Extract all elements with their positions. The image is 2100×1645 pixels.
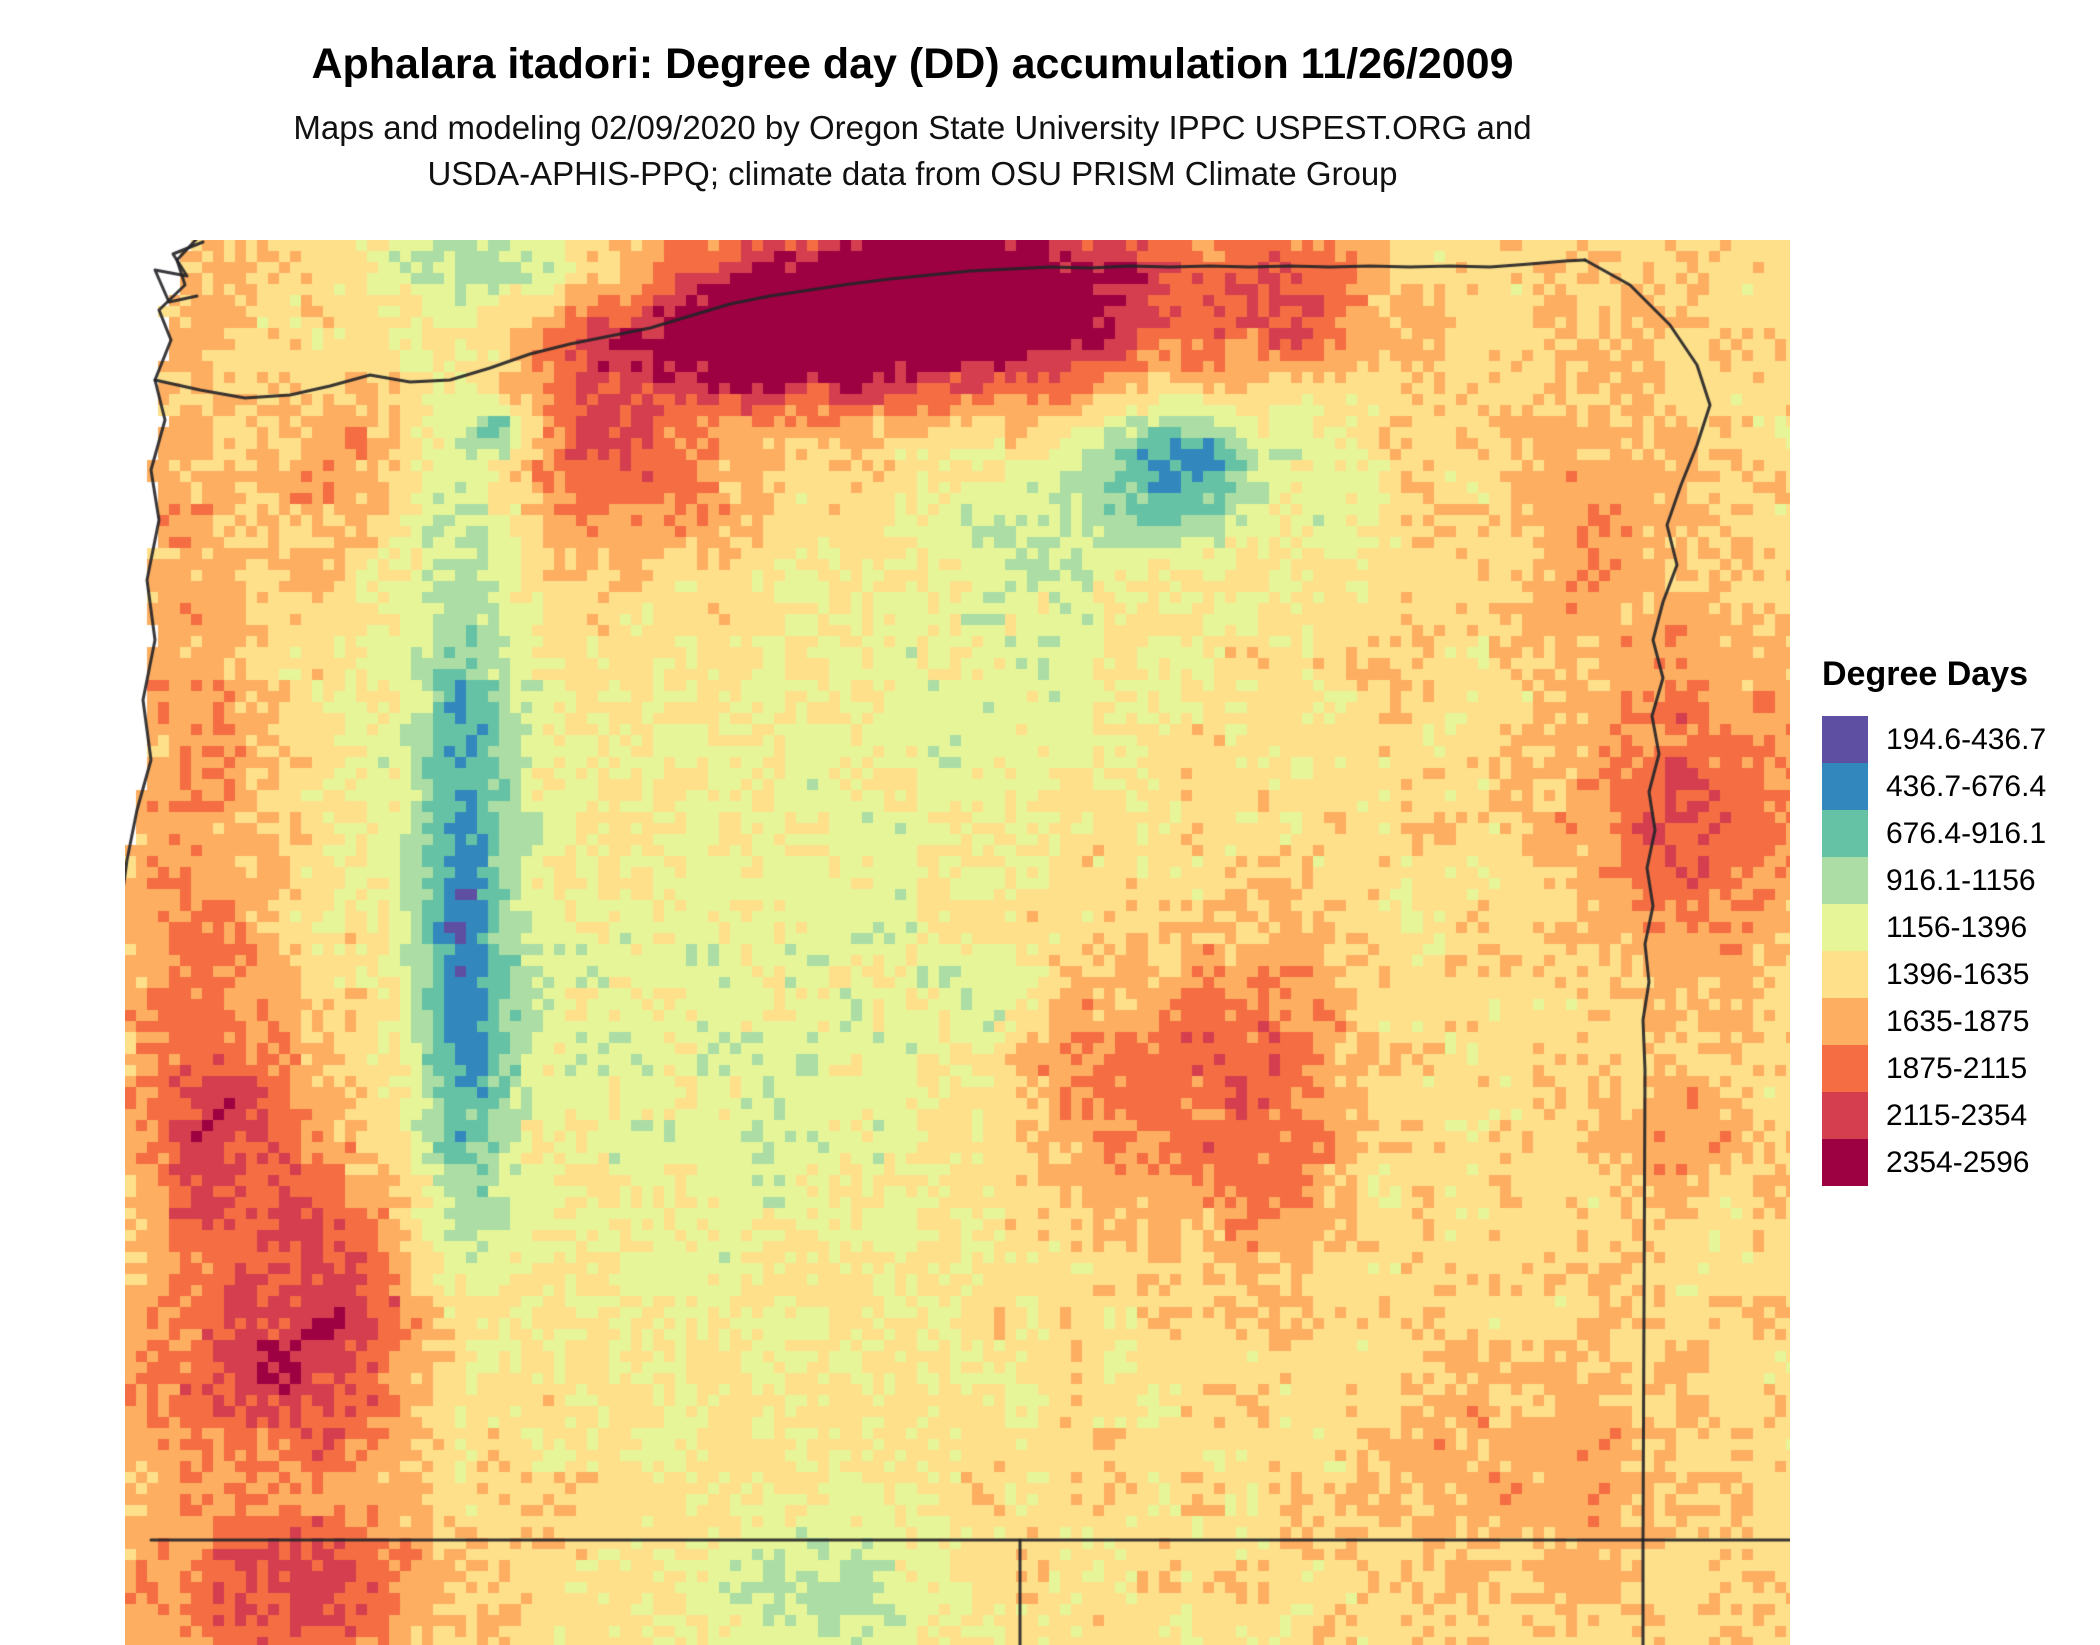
legend-label: 916.1-1156 <box>1886 863 2036 897</box>
legend-color-swatch <box>1822 1092 1868 1139</box>
legend-title: Degree Days <box>1822 655 2029 693</box>
legend-item: 436.7-676.4 <box>1822 763 2098 810</box>
legend-item: 1635-1875 <box>1822 998 2098 1045</box>
legend-item: 2354-2596 <box>1822 1139 2098 1186</box>
subtitle-line-2: USDA-APHIS-PPQ; climate data from OSU PR… <box>427 155 1398 193</box>
legend-label: 676.4-916.1 <box>1886 816 2047 850</box>
legend-color-swatch <box>1822 1045 1868 1092</box>
page-title: Aphalara itadori: Degree day (DD) accumu… <box>311 40 1514 88</box>
legend-items: 194.6-436.7 436.7-676.4 676.4-916.1 916.1-1… <box>1822 716 2098 1186</box>
legend-item: 194.6-436.7 <box>1822 716 2098 763</box>
legend: Degree Days 194.6-436.7 436.7-676.4 676.4-… <box>1822 655 2098 1186</box>
figure-header: Aphalara itadori: Degree day (DD) accumu… <box>0 40 1825 197</box>
legend-label: 194.6-436.7 <box>1886 722 2047 756</box>
legend-label: 1396-1635 <box>1886 957 2030 991</box>
legend-color-swatch <box>1822 810 1868 857</box>
legend-item: 676.4-916.1 <box>1822 810 2098 857</box>
legend-label: 2115-2354 <box>1886 1098 2028 1132</box>
legend-color-swatch <box>1822 716 1868 763</box>
legend-label: 1875-2115 <box>1886 1051 2028 1085</box>
legend-color-swatch <box>1822 904 1868 951</box>
legend-item: 1875-2115 <box>1822 1045 2098 1092</box>
legend-label: 2354-2596 <box>1886 1145 2030 1179</box>
legend-item: 1396-1635 <box>1822 951 2098 998</box>
legend-label: 436.7-676.4 <box>1886 769 2047 803</box>
figure-subtitle: Maps and modeling 02/09/2020 by Oregon S… <box>0 105 1825 197</box>
legend-label: 1635-1875 <box>1886 1004 2030 1038</box>
legend-color-swatch <box>1822 763 1868 810</box>
subtitle-line-1: Maps and modeling 02/09/2020 by Oregon S… <box>293 109 1532 146</box>
legend-color-swatch <box>1822 951 1868 998</box>
map-area <box>125 240 1790 1645</box>
oregon-degree-day-raster-map <box>125 240 1790 1645</box>
legend-item: 2115-2354 <box>1822 1092 2098 1139</box>
legend-item: 1156-1396 <box>1822 904 2098 951</box>
legend-color-swatch <box>1822 1139 1868 1186</box>
legend-color-swatch <box>1822 857 1868 904</box>
legend-label: 1156-1396 <box>1886 910 2028 944</box>
legend-item: 916.1-1156 <box>1822 857 2098 904</box>
legend-color-swatch <box>1822 998 1868 1045</box>
